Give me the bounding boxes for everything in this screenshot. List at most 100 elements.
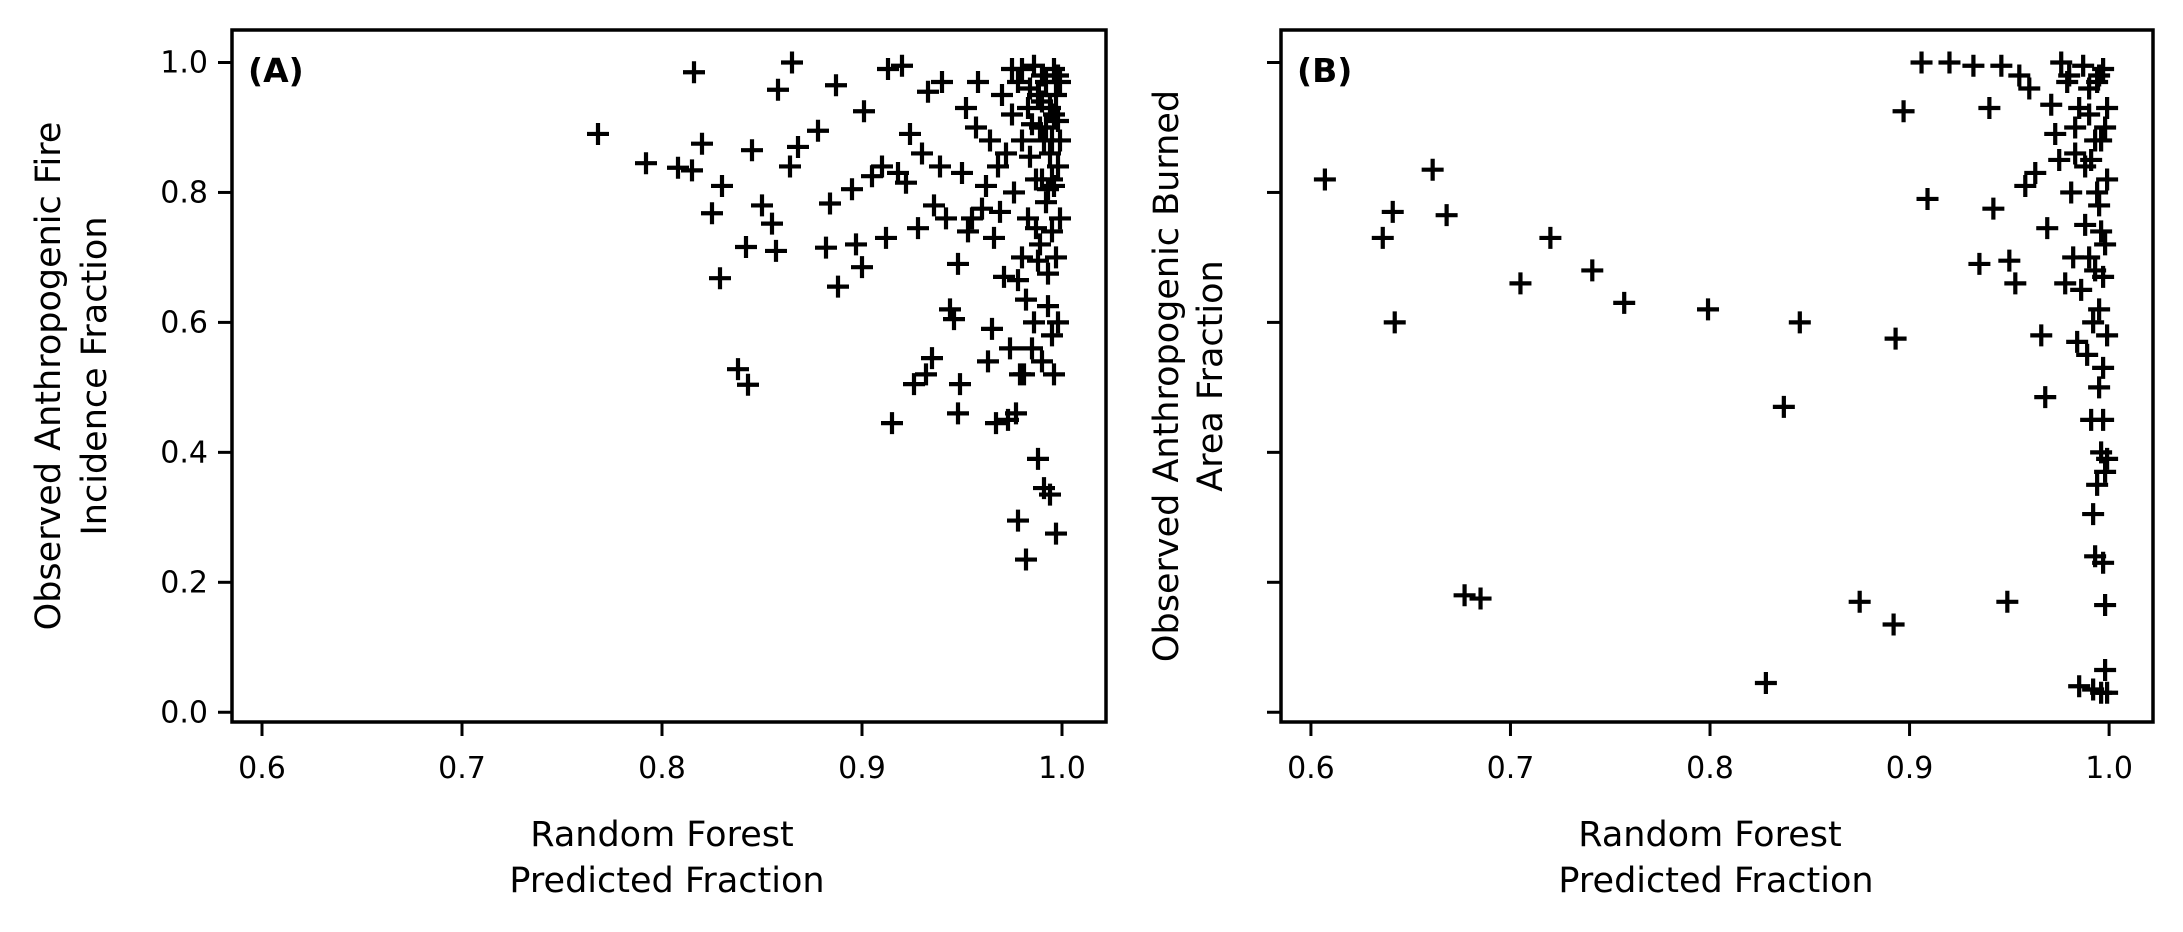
panel-b-data-point bbox=[1962, 54, 1985, 77]
panel-a-data-point bbox=[741, 139, 763, 162]
panel-b-data-point bbox=[2094, 116, 2117, 139]
panel-a-y-tick-label: 1.0 bbox=[160, 45, 208, 80]
panel-b-data-point bbox=[2058, 64, 2081, 87]
panel-b-data-point bbox=[1469, 587, 1492, 610]
panel-a-data-point bbox=[935, 207, 957, 230]
panel-a-data-point bbox=[779, 155, 801, 178]
panel-b-data-point bbox=[2092, 265, 2115, 288]
panel-b-data-point bbox=[2092, 408, 2115, 431]
panel-b-data-point bbox=[2096, 681, 2119, 704]
panel-a-data-point bbox=[875, 226, 897, 249]
panel-a-y-axis-label-line-1: Observed Anthropogenic Fire bbox=[29, 122, 69, 631]
panel-b-label: (B) bbox=[1297, 51, 1352, 90]
panel-a-x-axis-label-line-2: Predicted Fraction bbox=[509, 861, 824, 901]
panel-a-data-point bbox=[681, 159, 703, 182]
panel-b-data-point bbox=[2068, 675, 2091, 698]
panel-a-data-point bbox=[949, 373, 971, 396]
panel-b-data-point bbox=[1990, 54, 2013, 77]
panel-a-data-point bbox=[971, 197, 993, 220]
panel-a-data-point bbox=[667, 156, 689, 179]
panel-a-data-point bbox=[1041, 168, 1063, 191]
panel-b-data-point bbox=[1421, 158, 1444, 181]
panel-a-label: (A) bbox=[248, 51, 304, 90]
panel-b-data-point bbox=[2078, 77, 2101, 100]
panel-b-data-point bbox=[2082, 503, 2105, 526]
panel-b-data-point bbox=[1788, 311, 1811, 334]
panel-b-data-point bbox=[1697, 298, 1720, 321]
panel-a-data-point bbox=[1007, 269, 1029, 292]
panel-a-data-point bbox=[1047, 311, 1069, 334]
panel-a-data-point bbox=[1015, 548, 1037, 571]
panel-b-data-point bbox=[2082, 311, 2105, 334]
panel-a-data-point bbox=[767, 78, 789, 101]
panel-a-data-point bbox=[1011, 246, 1033, 269]
panel-b-data-point bbox=[2070, 278, 2093, 301]
panel-a-data-point bbox=[915, 363, 937, 386]
panel-b-data-point bbox=[2086, 473, 2109, 496]
panel-a-data-point bbox=[711, 174, 733, 197]
panel-a-data-point bbox=[987, 155, 1009, 178]
panel-a-data-point bbox=[825, 74, 847, 97]
panel-a-data-point bbox=[1047, 64, 1069, 87]
panel-b-data-point bbox=[1998, 249, 2021, 272]
panel-b-data-point bbox=[1882, 613, 1905, 636]
panel-b-data-point bbox=[2074, 213, 2097, 236]
panel-b-data-point bbox=[1916, 187, 1939, 210]
panel-a-data-point bbox=[709, 267, 731, 290]
panel-a-data-point bbox=[1007, 70, 1029, 93]
panel-a-data-point bbox=[853, 100, 875, 123]
panel-b-data-point bbox=[1613, 291, 1636, 314]
panel-b-data-point bbox=[2094, 659, 2117, 682]
panel-b-data-point bbox=[2034, 386, 2057, 409]
panel-b-data-point bbox=[2008, 64, 2031, 87]
panel-b-data-point bbox=[2074, 155, 2097, 178]
panel-a-data-point bbox=[899, 122, 921, 145]
panel-a-data-point bbox=[861, 165, 883, 188]
panel-a-data-point bbox=[991, 83, 1013, 106]
panel-a-data-point bbox=[943, 308, 965, 331]
panel-b-data-point bbox=[2066, 330, 2089, 353]
panel-b-data-point bbox=[2096, 96, 2119, 119]
panel-b-data-point bbox=[2044, 122, 2067, 145]
panel-a-data-point bbox=[737, 373, 759, 396]
panel-a-data-point bbox=[993, 265, 1015, 288]
panel-a-y-tick-label: 0.2 bbox=[160, 565, 208, 600]
panel-a-data-point bbox=[635, 152, 657, 175]
panel-a-data-point bbox=[1049, 207, 1071, 230]
panel-a-data-point bbox=[1043, 103, 1065, 126]
panel-b-data-point bbox=[2076, 343, 2099, 366]
panel-b-data-point bbox=[1754, 672, 1777, 695]
panel-a-data-point bbox=[1025, 217, 1047, 240]
panel-b-data-point bbox=[1435, 204, 1458, 227]
panel-a-data-point bbox=[923, 194, 945, 217]
panel-b-data-point bbox=[2084, 129, 2107, 152]
panel-a-data-point bbox=[727, 358, 749, 381]
panel-a-data-point bbox=[871, 155, 893, 178]
panel-a-data-point bbox=[975, 174, 997, 197]
panel-b-data-point bbox=[1938, 51, 1961, 74]
panel-b-data-point bbox=[1968, 252, 1991, 275]
panel-b-data-point bbox=[1892, 100, 1915, 123]
panel-a-data-point bbox=[1029, 233, 1051, 256]
panel-b-x-axis-label-line-1: Random Forest bbox=[1578, 815, 1841, 855]
panel-a-data-point bbox=[985, 412, 1007, 435]
panel-b-x-tick-label: 0.6 bbox=[1287, 751, 1335, 786]
panel-a-y-tick-label: 0.6 bbox=[160, 305, 208, 340]
panel-a-data-point bbox=[751, 194, 773, 217]
panel-a-data-point bbox=[877, 57, 899, 80]
panel-b-data-point bbox=[2094, 233, 2117, 256]
panel-a-data-point bbox=[939, 298, 961, 321]
panel-b-data-point bbox=[2036, 217, 2059, 240]
panel-a-data-point bbox=[1019, 145, 1041, 168]
panel-b-data-point bbox=[1381, 200, 1404, 223]
panel-a-data-point bbox=[1049, 129, 1071, 152]
panel-a-data-point bbox=[903, 373, 925, 396]
panel-b-points bbox=[1313, 51, 2119, 704]
panel-b-data-point bbox=[2096, 168, 2119, 191]
panel-a-data-point bbox=[851, 256, 873, 279]
panel-b-data-point bbox=[2030, 324, 2053, 347]
panel-b-data-point bbox=[2086, 181, 2109, 204]
panel-b-data-point bbox=[1539, 226, 1562, 249]
panel-b-data-point bbox=[2090, 220, 2113, 243]
panel-a-x-tick-label: 1.0 bbox=[1038, 751, 1086, 786]
